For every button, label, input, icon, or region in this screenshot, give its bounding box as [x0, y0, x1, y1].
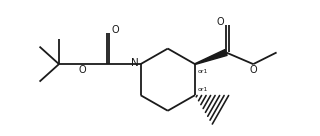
Text: N: N — [131, 58, 139, 68]
Text: O: O — [78, 65, 86, 75]
Text: O: O — [217, 17, 224, 27]
Text: or1: or1 — [198, 69, 208, 74]
Text: O: O — [250, 65, 257, 75]
Text: or1: or1 — [198, 87, 208, 92]
Polygon shape — [195, 50, 227, 64]
Text: O: O — [111, 24, 119, 35]
